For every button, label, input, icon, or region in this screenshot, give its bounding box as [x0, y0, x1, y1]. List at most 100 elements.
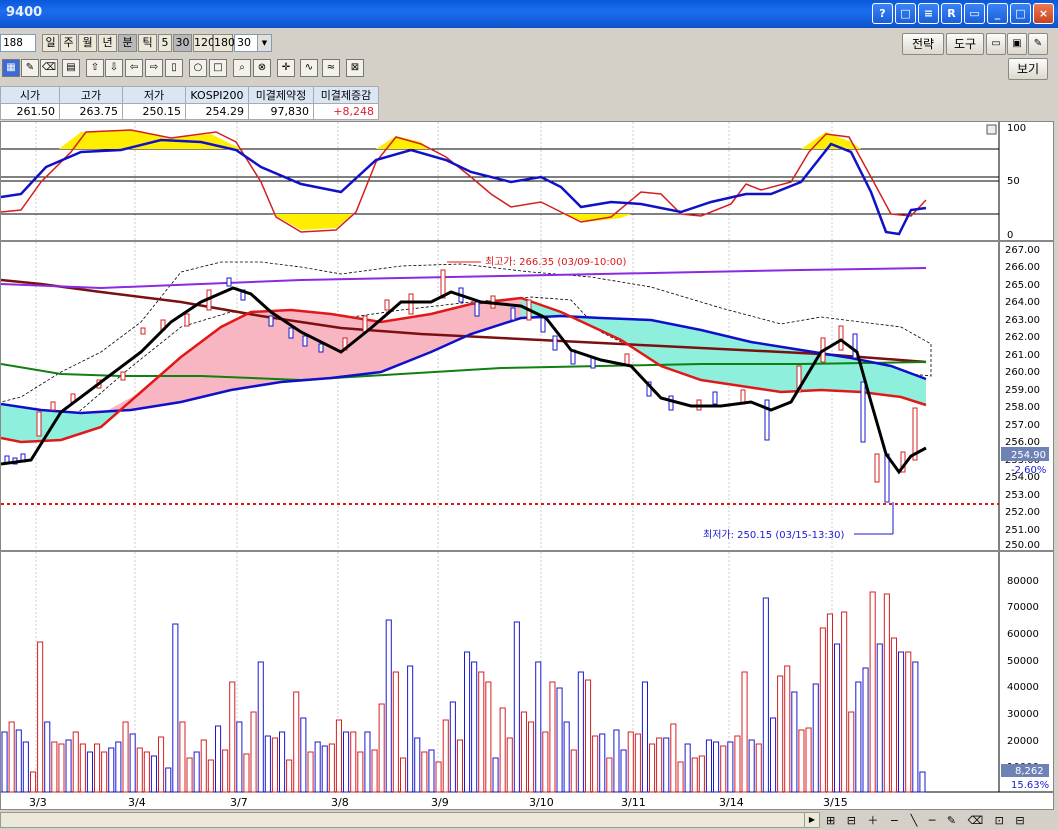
volume-bar: [542, 731, 549, 793]
crosshair-icon[interactable]: ✛: [277, 59, 295, 77]
low-price-annotation: 최저가: 250.15 (03/15-13:30): [703, 529, 844, 541]
volume-bar: [478, 671, 485, 793]
price-axis-267: 267.00: [1005, 245, 1040, 256]
volume-bar: [812, 683, 819, 793]
panel-expand-icon[interactable]: [986, 124, 997, 135]
arrow-up-icon[interactable]: ⇧: [86, 59, 104, 77]
vol-axis-60000: 60000: [1007, 629, 1039, 640]
price-axis-253: 253.00: [1005, 490, 1040, 501]
volume-bar: [286, 759, 293, 793]
quote-header-oi-change: 미결제증감: [313, 86, 379, 104]
volume-bar: [748, 739, 755, 793]
volume-panel[interactable]: 80000 70000 60000 50000 40000 30000 2000…: [0, 551, 1054, 810]
arrow-right-icon[interactable]: ⇨: [145, 59, 163, 77]
period-minute[interactable]: 분: [118, 34, 137, 52]
volume-bar: [65, 739, 72, 793]
volume-bar: [79, 743, 86, 793]
price-panel[interactable]: 최고가: 266.35 (03/09-10:00) 최저가: 250.15 (0…: [0, 241, 1054, 551]
volume-bar: [150, 755, 157, 793]
period-week[interactable]: 주: [60, 34, 77, 52]
eraser-icon[interactable]: ⌫: [40, 59, 58, 77]
period-tick[interactable]: 틱: [138, 34, 157, 52]
date-label-5: 3/10: [529, 796, 554, 809]
period-year[interactable]: 년: [98, 34, 117, 52]
indicator-panel[interactable]: 100 50 0: [0, 121, 1054, 243]
price-axis-257: 257.00: [1005, 420, 1040, 431]
rectangle-icon[interactable]: □: [209, 59, 227, 77]
volume-bar: [115, 741, 122, 793]
interval-30[interactable]: 30: [173, 34, 192, 52]
volume-bar: [108, 747, 115, 793]
volume-bar: [428, 749, 435, 793]
volume-bar: [414, 737, 421, 793]
volume-bar: [271, 737, 278, 793]
volume-bars: [1, 591, 926, 793]
chart-type-icon[interactable]: ▦: [2, 59, 20, 77]
volume-bar: [421, 751, 428, 793]
help-button[interactable]: ?: [872, 3, 893, 24]
wrench-icon[interactable]: ✎: [1028, 33, 1048, 55]
code-input[interactable]: 188: [0, 34, 36, 52]
volume-bar: [51, 741, 58, 793]
arrow-down-icon[interactable]: ⇩: [105, 59, 123, 77]
table-icon[interactable]: ▤: [62, 59, 80, 77]
options-button[interactable]: ▭: [964, 3, 985, 24]
circle-icon[interactable]: ○: [189, 59, 207, 77]
indicator-axis-100: 100: [1007, 123, 1026, 134]
volume-bar: [343, 731, 350, 793]
volume-bar: [314, 741, 321, 793]
maximize-button[interactable]: □: [1010, 3, 1031, 24]
period-day[interactable]: 일: [42, 34, 59, 52]
wave-icon[interactable]: ∿: [300, 59, 318, 77]
volume-bar: [1, 731, 8, 793]
volume-bar: [37, 641, 44, 793]
link-button[interactable]: □: [895, 3, 916, 24]
volume-bar: [535, 661, 542, 793]
volume-bar: [143, 751, 150, 793]
quote-oi-change: +8,248: [313, 103, 379, 120]
volume-bar: [471, 661, 478, 793]
view-button[interactable]: 보기: [1008, 58, 1048, 80]
volume-bar: [698, 755, 705, 793]
save-icon[interactable]: ▣: [1007, 33, 1027, 55]
volume-bar: [307, 751, 314, 793]
volume-bar: [898, 651, 905, 793]
period-month[interactable]: 월: [78, 34, 97, 52]
volume-bar: [848, 711, 855, 793]
scroll-right-icon[interactable]: ▶: [804, 812, 820, 828]
pencil-icon[interactable]: ✎: [21, 59, 39, 77]
volume-bar: [30, 771, 37, 793]
interval-120[interactable]: 120: [193, 34, 215, 52]
date-label-4: 3/9: [431, 796, 449, 809]
arrow-left-icon[interactable]: ⇦: [125, 59, 143, 77]
note-icon[interactable]: ▯: [165, 59, 183, 77]
zoom-icon[interactable]: ⌕: [233, 59, 251, 77]
pattern-icon[interactable]: ≈: [322, 59, 340, 77]
interval-180[interactable]: 180: [213, 34, 235, 52]
r-button[interactable]: R: [941, 3, 962, 24]
vol-axis-50000: 50000: [1007, 656, 1039, 667]
date-label-0: 3/3: [29, 796, 47, 809]
strategy-button[interactable]: 전략: [902, 33, 944, 55]
clear-drawing-icon[interactable]: ⊠: [346, 59, 364, 77]
interval-5[interactable]: 5: [158, 34, 172, 52]
volume-bar: [464, 651, 471, 793]
close-button[interactable]: ×: [1033, 3, 1054, 24]
volume-bar: [876, 643, 883, 793]
open-folder-icon[interactable]: ▭: [986, 33, 1006, 55]
quote-low: 250.15: [122, 103, 186, 120]
volume-bar: [727, 741, 734, 793]
quote-open: 261.50: [0, 103, 60, 120]
interval-select[interactable]: 30 ▼: [234, 34, 272, 52]
volume-bar: [869, 591, 876, 793]
volume-bar: [449, 701, 456, 793]
volume-bar: [684, 743, 691, 793]
minimize-button[interactable]: _: [987, 3, 1008, 24]
zoom-controls[interactable]: ⊞ ⊟ ＋ − ╲ ─ ✎ ⌫ ⊡ ⊟: [826, 814, 1029, 827]
date-label-7: 3/14: [719, 796, 744, 809]
tools-button[interactable]: 도구: [946, 33, 984, 55]
menu-button[interactable]: ≡: [918, 3, 939, 24]
vol-axis-70000: 70000: [1007, 602, 1039, 613]
zoom-reset-icon[interactable]: ⊗: [253, 59, 271, 77]
horizontal-scrollbar[interactable]: [0, 812, 820, 828]
